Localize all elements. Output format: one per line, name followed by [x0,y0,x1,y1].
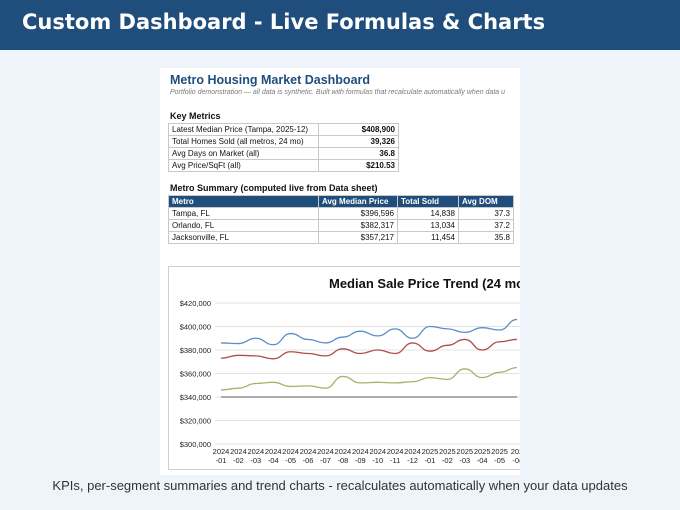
x-tick-label: -10 [372,456,383,465]
table-row: Latest Median Price (Tampa, 2025-12) $40… [168,123,399,136]
series-line-1[interactable] [220,318,518,346]
series-line-2[interactable] [220,338,518,360]
table-cell[interactable]: 35.8 [458,231,514,244]
table-cell[interactable]: Jacksonville, FL [168,231,319,244]
x-tick-label: -08 [337,456,348,465]
table-row: Orlando, FL $382,317 13,034 37.2 [168,219,514,232]
kpi-value[interactable]: 36.8 [318,147,399,160]
y-tick-label: $380,000 [180,346,211,355]
series-line-3[interactable] [220,366,518,391]
table-row: Total Homes Sold (all metros, 24 mo) 39,… [168,135,399,148]
column-header-avg-median-price[interactable]: Avg Median Price [318,195,398,208]
x-tick-label: 2025 [474,447,491,456]
table-cell[interactable]: Tampa, FL [168,207,319,220]
x-tick-label: -12 [407,456,418,465]
x-tick-label: -05 [494,456,505,465]
table-row: Avg Price/SqFt (all) $210.53 [168,159,399,172]
x-tick-label: 2025 [439,447,456,456]
chart-canvas: Median Sale Price Trend (24 mo $420,000$… [180,276,520,465]
table-cell[interactable]: $357,217 [318,231,398,244]
table-cell[interactable]: Orlando, FL [168,219,319,232]
x-axis-ticks: 2024-012024-022024-032024-042024-052024-… [213,447,520,465]
x-tick-label: 2024 [404,447,421,456]
x-tick-label: 2024 [265,447,282,456]
column-header-avg-dom[interactable]: Avg DOM [458,195,514,208]
x-tick-label: -03 [250,456,261,465]
x-tick-label: 2024 [230,447,247,456]
x-tick-label: -07 [320,456,331,465]
table-row: Jacksonville, FL $357,217 11,454 35.8 [168,231,514,244]
table-cell[interactable]: 37.3 [458,207,514,220]
kpi-label[interactable]: Latest Median Price (Tampa, 2025-12) [168,123,319,136]
x-tick-label: -02 [442,456,453,465]
x-tick-label: 2024 [352,447,369,456]
y-tick-label: $360,000 [180,370,211,379]
x-tick-label: 2025 [491,447,508,456]
kpi-value[interactable]: $408,900 [318,123,399,136]
dashboard-subtitle: Portfolio demonstration — all data is sy… [170,89,505,96]
table-row: Tampa, FL $396,596 14,838 37.3 [168,207,514,220]
kpi-label[interactable]: Avg Price/SqFt (all) [168,159,319,172]
banner-title: Custom Dashboard - Live Formulas & Chart… [22,10,546,34]
column-header-total-sold[interactable]: Total Sold [397,195,459,208]
dashboard-title: Metro Housing Market Dashboard [170,73,371,87]
x-tick-label: -11 [390,456,400,465]
x-tick-label: 2024 [317,447,334,456]
x-tick-label: -06 [303,456,314,465]
y-tick-label: $400,000 [180,323,211,332]
x-tick-label: 2024 [387,447,404,456]
key-metrics-title: Key Metrics [170,111,221,121]
x-tick-label: 2024 [335,447,352,456]
x-tick-label: 2024 [213,447,230,456]
table-header-row: Metro Avg Median Price Total Sold Avg DO… [168,195,514,208]
y-tick-label: $320,000 [180,417,211,426]
x-tick-label: -0( [512,456,520,465]
x-tick-label: -09 [355,456,366,465]
x-tick-label: -02 [233,456,244,465]
y-tick-label: $300,000 [180,440,211,449]
price-trend-chart[interactable]: Median Sale Price Trend (24 mo $420,000 $… [168,266,520,470]
x-tick-label: -05 [285,456,296,465]
x-tick-label: -01 [425,456,436,465]
spreadsheet-preview: Metro Housing Market Dashboard Portfolio… [160,68,520,475]
x-tick-label: 2024 [282,447,299,456]
y-tick-label: $420,000 [180,299,211,308]
table-cell[interactable]: $396,596 [318,207,398,220]
column-header-metro[interactable]: Metro [168,195,319,208]
kpi-value[interactable]: $210.53 [318,159,399,172]
table-cell[interactable]: 13,034 [397,219,459,232]
chart-title: Median Sale Price Trend (24 mo [329,276,520,291]
x-tick-label: -01 [216,456,227,465]
x-tick-label: -04 [477,456,488,465]
metro-summary-title: Metro Summary (computed live from Data s… [170,183,378,193]
x-tick-label: -03 [459,456,470,465]
table-row: Avg Days on Market (all) 36.8 [168,147,399,160]
x-tick-label: -04 [268,456,279,465]
y-tick-label: $340,000 [180,393,211,402]
kpi-label[interactable]: Avg Days on Market (all) [168,147,319,160]
table-cell[interactable]: $382,317 [318,219,398,232]
x-tick-label: 2025 [456,447,473,456]
header-banner: Custom Dashboard - Live Formulas & Chart… [0,0,680,50]
x-tick-label: 2024 [300,447,317,456]
footer-caption: KPIs, per-segment summaries and trend ch… [52,478,628,493]
table-cell[interactable]: 11,454 [397,231,459,244]
x-tick-label: 2024 [247,447,264,456]
table-cell[interactable]: 14,838 [397,207,459,220]
table-cell[interactable]: 37.2 [458,219,514,232]
x-tick-label: 2025 [422,447,439,456]
metro-summary-table: Metro Avg Median Price Total Sold Avg DO… [168,195,514,244]
kpi-label[interactable]: Total Homes Sold (all metros, 24 mo) [168,135,319,148]
x-tick-label: 2024 [369,447,386,456]
x-tick-label: 202 [511,447,520,456]
kpi-value[interactable]: 39,326 [318,135,399,148]
key-metrics-table: Latest Median Price (Tampa, 2025-12) $40… [168,123,399,172]
series-lines [220,318,518,398]
y-axis-ticks: $420,000 $400,000 $380,000 $360,000 $340,000… [180,299,211,449]
